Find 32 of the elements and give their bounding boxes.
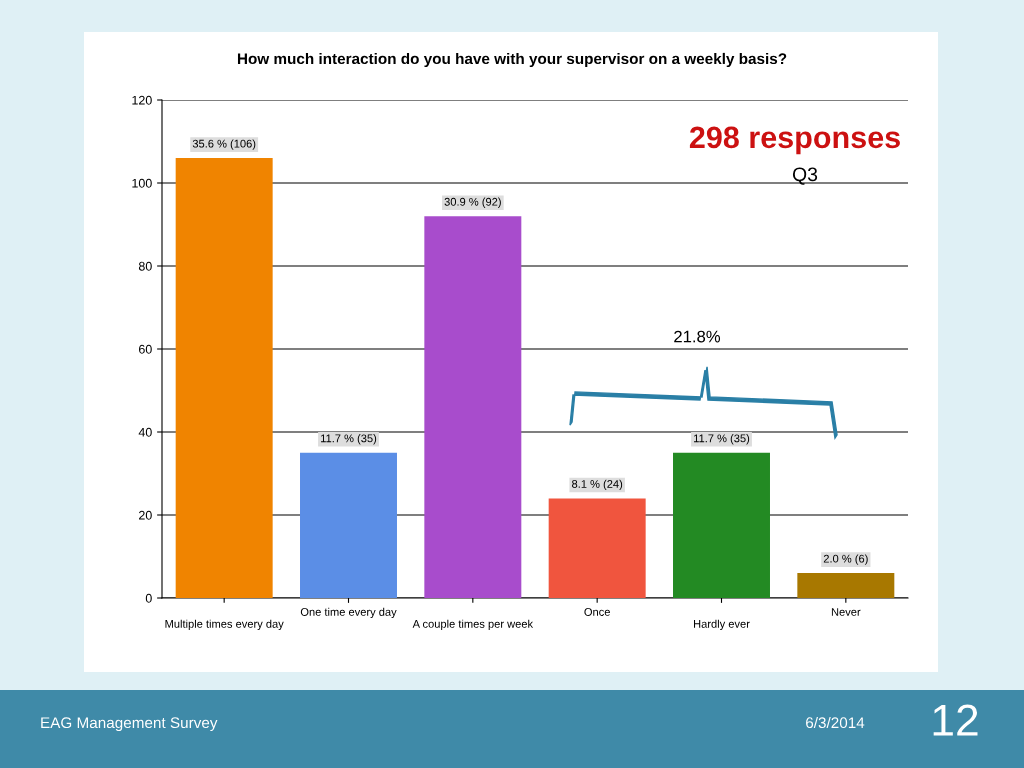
y-tick-label: 60 [139, 344, 152, 354]
x-tick-label: One time every day [300, 607, 397, 619]
data-label: 11.7 % (35) [321, 434, 377, 445]
x-tick-label: Hardly ever [694, 619, 750, 631]
text: 12 [933, 704, 978, 736]
annotation: 298 responses [689, 126, 900, 155]
y-tick-label: 0 [145, 593, 152, 603]
bar [300, 452, 397, 598]
x-tick-label: Once [584, 608, 610, 616]
bar [548, 498, 646, 598]
text: 6/3/2014 [806, 716, 865, 729]
y-tick-label: 80 [138, 261, 152, 271]
x-tick-label: A couple times per week [412, 619, 534, 631]
y-tick-label: 20 [139, 510, 152, 520]
annotation: 21.8% [674, 330, 721, 343]
chart-title: How much interaction do you have with your supervisor on a weekly basis? [237, 52, 787, 68]
data-label: 30.9 % (92) [444, 197, 501, 208]
bar [797, 573, 895, 598]
y-tick-label: 40 [138, 427, 152, 437]
x-tick-label: Multiple times every day [165, 619, 284, 631]
bar [673, 452, 770, 598]
y-tick-label: 100 [132, 178, 152, 188]
data-label: 35.6 % (106) [192, 139, 256, 150]
data-label: 2.0 % (6) [823, 554, 868, 565]
x-tick-label: Never [831, 608, 861, 616]
text: EAG Management Survey [41, 717, 218, 732]
bar [175, 158, 273, 598]
y-tick-label: 120 [132, 95, 152, 105]
data-label: 8.1 % (24) [572, 479, 623, 491]
bar [424, 216, 522, 598]
data-label: 11.7 % (35) [694, 434, 750, 445]
annotation: Q3 [792, 167, 818, 185]
